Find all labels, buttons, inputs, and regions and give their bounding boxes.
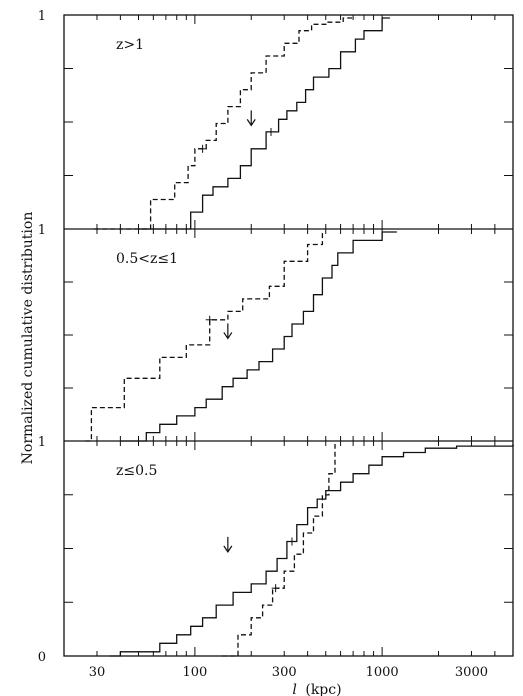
y-tick-label: 0 xyxy=(38,650,46,665)
x-tick-label: 30 xyxy=(89,665,106,680)
median-marker xyxy=(205,315,214,324)
x-tick-label: 100 xyxy=(182,665,207,680)
panel-1: z>1 xyxy=(94,17,390,230)
panel-3: z≤0.5 xyxy=(109,444,514,657)
down-arrow-icon xyxy=(246,110,256,127)
x-axis: 30 100 300 1000 3000 xyxy=(63,15,514,680)
solid-cumulative-line xyxy=(138,17,390,230)
y-tick-label: 1 xyxy=(38,223,46,238)
x-tick-label: 1000 xyxy=(366,665,399,680)
x-axis-title-symbol: l xyxy=(292,682,296,696)
solid-cumulative-line xyxy=(120,231,397,442)
median-marker xyxy=(267,127,276,136)
down-arrow-icon xyxy=(223,536,233,553)
y-axis-title: Normalized cumulative distribution xyxy=(20,212,36,465)
dashed-cumulative-line xyxy=(222,444,336,657)
median-marker xyxy=(271,584,280,593)
panel-2: 0.5<z≤1 xyxy=(85,231,397,442)
y-tick-label: 1 xyxy=(38,9,46,24)
panel-label: z>1 xyxy=(116,37,144,53)
x-axis-title: l (kpc) xyxy=(292,682,341,696)
solid-cumulative-line xyxy=(109,444,514,657)
arrow-head xyxy=(246,119,256,127)
median-marker xyxy=(287,537,296,546)
arrow-head xyxy=(223,545,233,553)
median-marker xyxy=(198,144,207,153)
down-arrow-icon xyxy=(223,323,233,340)
panel-label: 0.5<z≤1 xyxy=(116,251,178,267)
x-tick-label: 3000 xyxy=(455,665,488,680)
x-tick-label: 300 xyxy=(272,665,297,680)
arrow-head xyxy=(223,332,233,340)
panel-label: z≤0.5 xyxy=(116,463,157,479)
dashed-cumulative-line xyxy=(85,232,324,442)
x-axis-title-unit: (kpc) xyxy=(305,682,341,696)
y-tick-label: 1 xyxy=(38,435,46,450)
y-axis: 1 1 1 0 xyxy=(38,9,513,665)
panels: z>1 0.5<z≤1 z≤0.5 xyxy=(85,17,514,657)
